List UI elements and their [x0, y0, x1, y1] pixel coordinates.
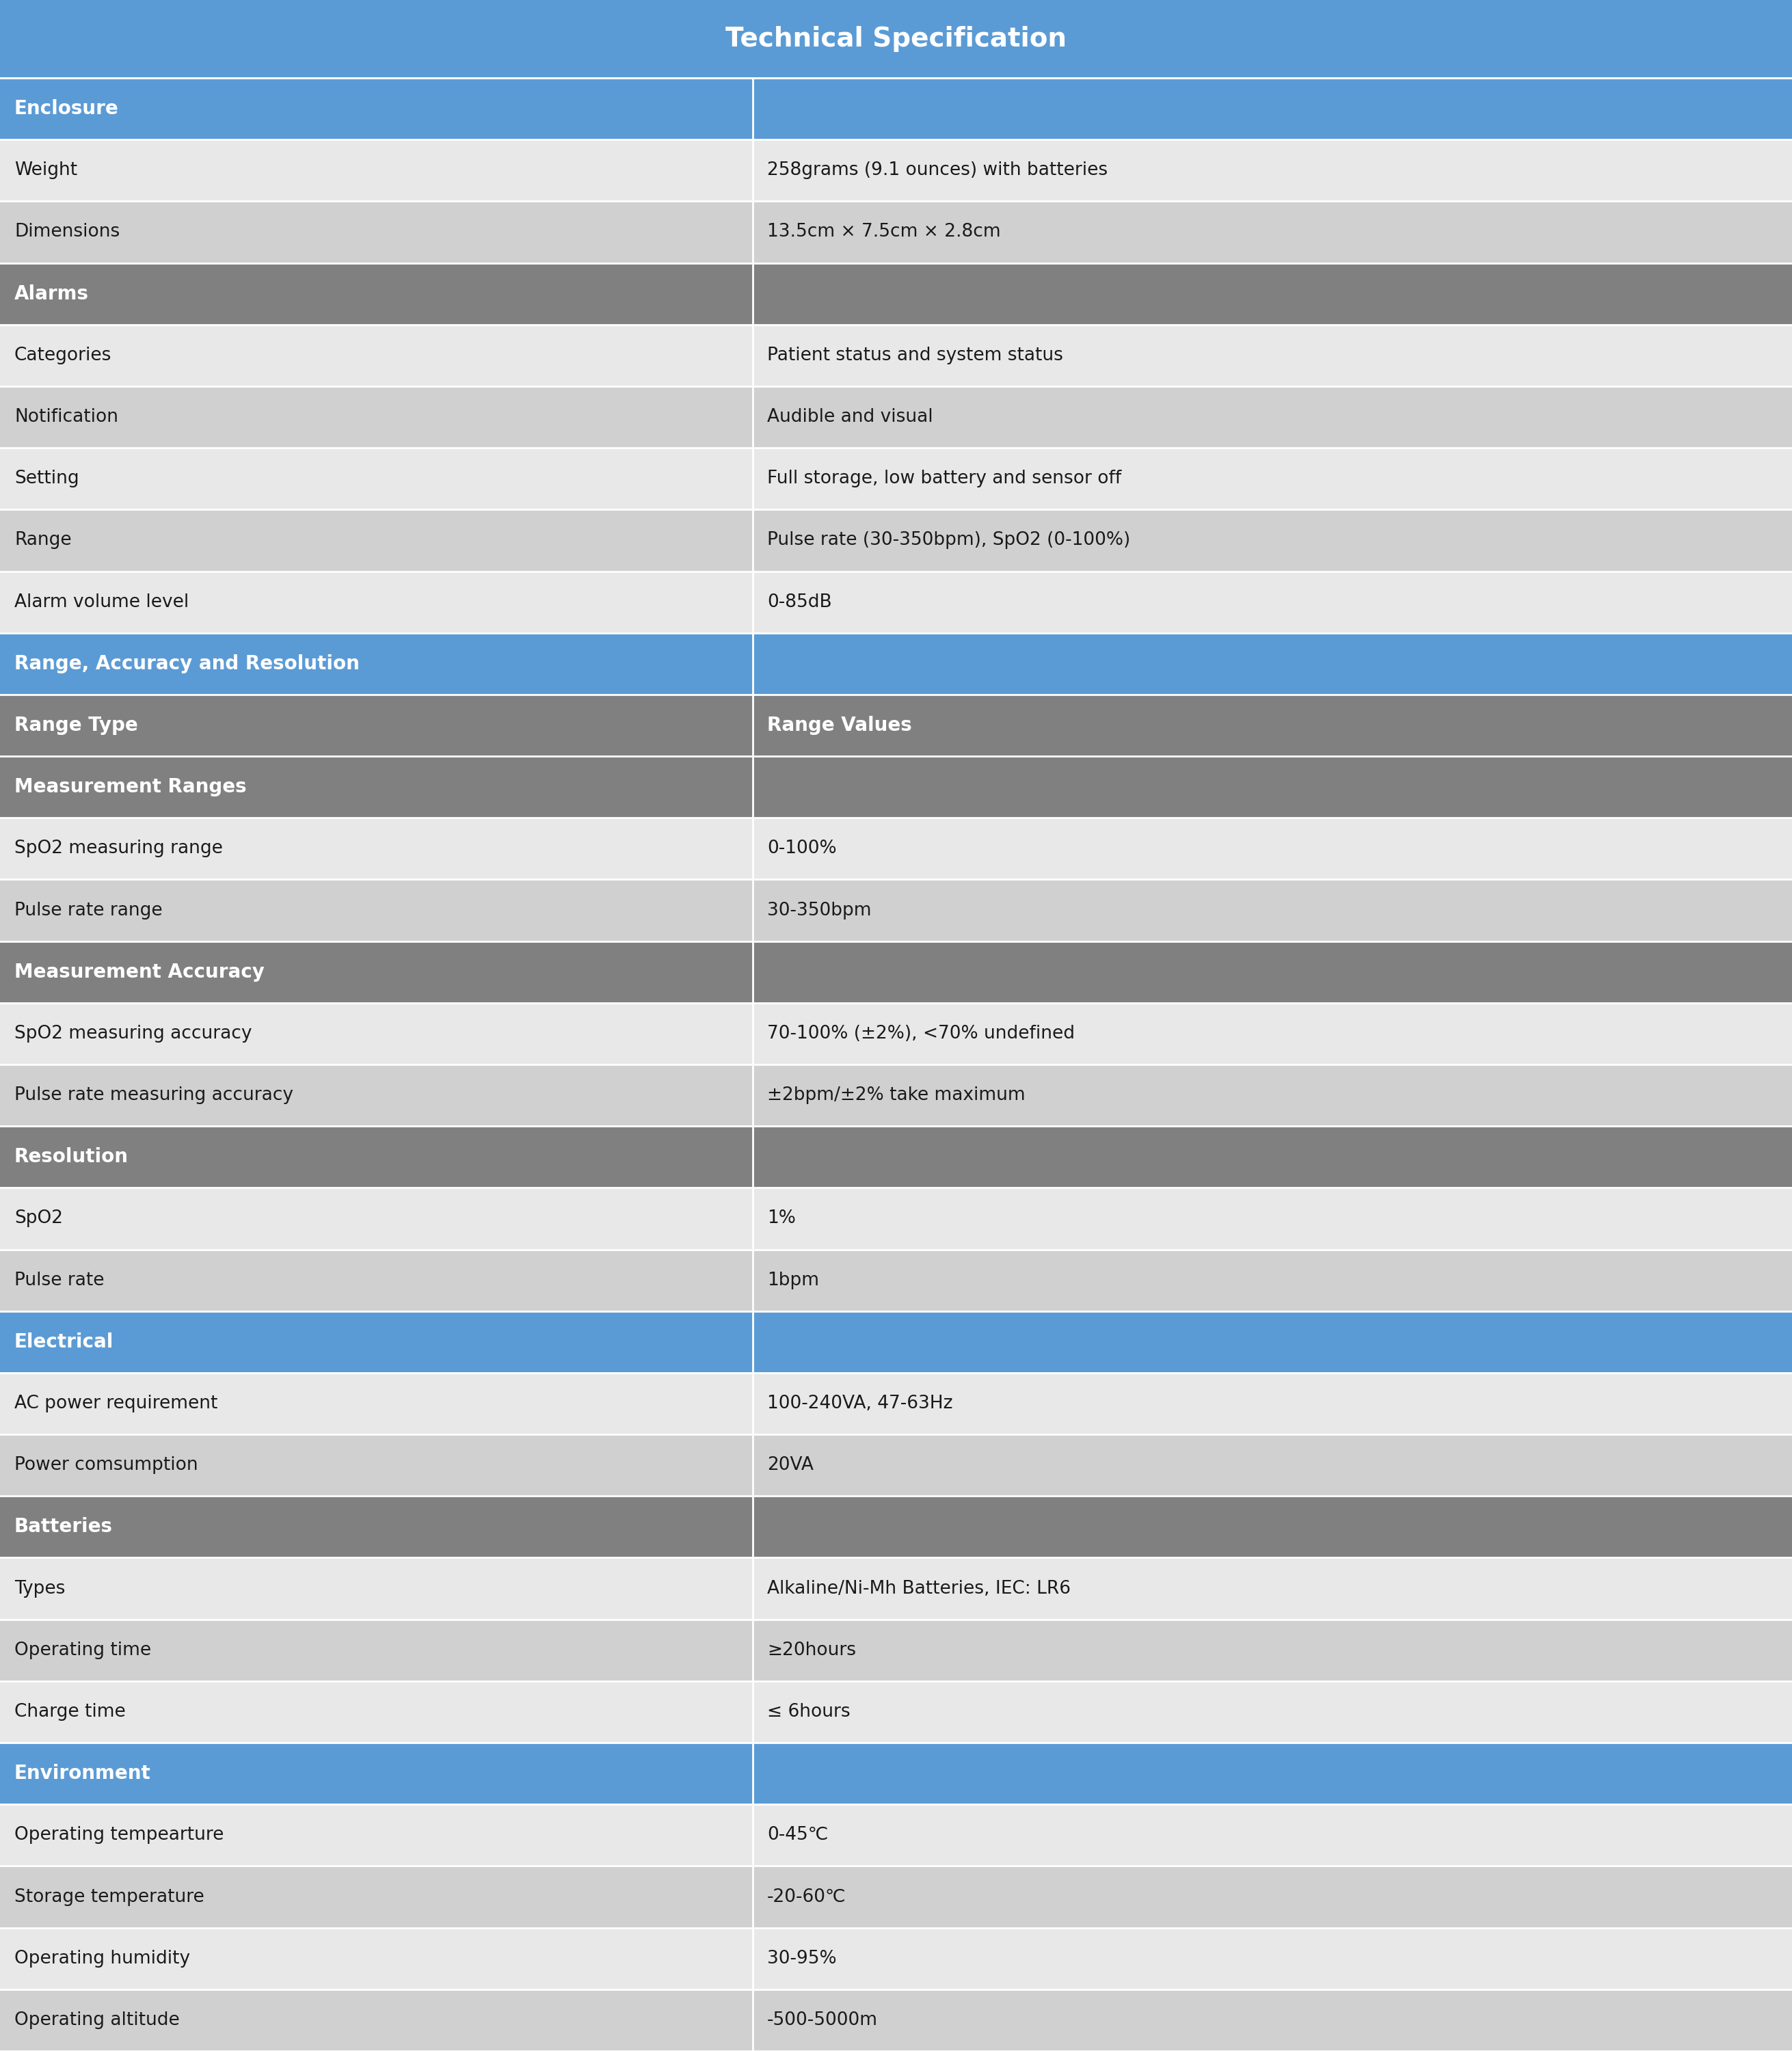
Text: Patient status and system status: Patient status and system status — [767, 347, 1063, 365]
Bar — [0, 509, 1792, 570]
Text: 100-240VA, 47-63Hz: 100-240VA, 47-63Hz — [767, 1395, 953, 1413]
Bar — [0, 1249, 1792, 1311]
Bar — [0, 1311, 1792, 1372]
Bar — [0, 447, 1792, 509]
Text: Pulse rate (30-350bpm), SpO2 (0-100%): Pulse rate (30-350bpm), SpO2 (0-100%) — [767, 531, 1131, 550]
Text: Range Type: Range Type — [14, 716, 138, 734]
Bar — [0, 818, 1792, 880]
Text: Enclosure: Enclosure — [14, 98, 118, 119]
Bar — [0, 757, 1792, 818]
Text: Power comsumption: Power comsumption — [14, 1456, 197, 1475]
Text: Dimensions: Dimensions — [14, 224, 120, 240]
Text: 13.5cm × 7.5cm × 2.8cm: 13.5cm × 7.5cm × 2.8cm — [767, 224, 1000, 240]
Text: Operating time: Operating time — [14, 1641, 151, 1659]
Bar — [0, 1866, 1792, 1928]
Text: Alkaline/Ni-Mh Batteries, IEC: LR6: Alkaline/Ni-Mh Batteries, IEC: LR6 — [767, 1579, 1070, 1598]
Text: Environment: Environment — [14, 1764, 151, 1782]
Text: Notification: Notification — [14, 408, 118, 427]
Text: -20-60℃: -20-60℃ — [767, 1889, 846, 1905]
Bar — [0, 570, 1792, 634]
Text: ≥20hours: ≥20hours — [767, 1641, 857, 1659]
Text: Types: Types — [14, 1579, 65, 1598]
Text: 258grams (9.1 ounces) with batteries: 258grams (9.1 ounces) with batteries — [767, 162, 1107, 178]
Bar — [0, 1372, 1792, 1434]
Text: Range Values: Range Values — [767, 716, 912, 734]
Bar — [0, 1126, 1792, 1188]
Text: ±2bpm/±2% take maximum: ±2bpm/±2% take maximum — [767, 1087, 1025, 1103]
Text: Technical Specification: Technical Specification — [726, 27, 1066, 51]
Bar — [0, 1928, 1792, 1989]
Text: Alarms: Alarms — [14, 285, 90, 304]
Bar — [0, 139, 1792, 201]
Text: Pulse rate: Pulse rate — [14, 1272, 104, 1290]
Bar — [0, 263, 1792, 324]
Text: Operating humidity: Operating humidity — [14, 1951, 190, 1967]
Text: 70-100% (±2%), <70% undefined: 70-100% (±2%), <70% undefined — [767, 1026, 1075, 1042]
Text: 30-350bpm: 30-350bpm — [767, 902, 871, 919]
Bar — [0, 1188, 1792, 1249]
Text: Alarm volume level: Alarm volume level — [14, 593, 188, 611]
Text: 1bpm: 1bpm — [767, 1272, 819, 1290]
Bar — [0, 1989, 1792, 2051]
Text: -500-5000m: -500-5000m — [767, 2012, 878, 2028]
Text: 0-45℃: 0-45℃ — [767, 1825, 828, 1844]
Text: Resolution: Resolution — [14, 1147, 129, 1167]
Bar — [0, 1743, 1792, 1805]
Text: Weight: Weight — [14, 162, 77, 178]
Bar — [0, 1557, 1792, 1620]
Bar — [0, 695, 1792, 757]
Text: Range, Accuracy and Resolution: Range, Accuracy and Resolution — [14, 654, 360, 673]
Text: 0-100%: 0-100% — [767, 839, 837, 857]
Text: 30-95%: 30-95% — [767, 1951, 837, 1967]
Text: SpO2: SpO2 — [14, 1210, 63, 1226]
Text: Pulse rate range: Pulse rate range — [14, 902, 163, 919]
Bar — [0, 1434, 1792, 1495]
Bar — [0, 941, 1792, 1003]
Text: 1%: 1% — [767, 1210, 796, 1226]
Text: Electrical: Electrical — [14, 1333, 113, 1352]
Bar — [0, 1682, 1792, 1743]
Text: ≤ 6hours: ≤ 6hours — [767, 1702, 849, 1721]
Bar — [0, 78, 1792, 139]
Text: 0-85dB: 0-85dB — [767, 593, 831, 611]
Text: Categories: Categories — [14, 347, 111, 365]
Bar — [0, 1003, 1792, 1064]
Bar — [0, 1805, 1792, 1866]
Text: 20VA: 20VA — [767, 1456, 814, 1475]
Text: Full storage, low battery and sensor off: Full storage, low battery and sensor off — [767, 470, 1122, 488]
Text: AC power requirement: AC power requirement — [14, 1395, 217, 1413]
Text: Charge time: Charge time — [14, 1702, 125, 1721]
Text: Batteries: Batteries — [14, 1518, 113, 1536]
Text: SpO2 measuring range: SpO2 measuring range — [14, 839, 222, 857]
Text: Audible and visual: Audible and visual — [767, 408, 934, 427]
Bar — [0, 1620, 1792, 1682]
Bar — [0, 386, 1792, 447]
Text: Range: Range — [14, 531, 72, 550]
Bar — [0, 0, 1792, 78]
Text: Measurement Ranges: Measurement Ranges — [14, 777, 247, 796]
Bar — [0, 201, 1792, 263]
Text: Measurement Accuracy: Measurement Accuracy — [14, 962, 265, 982]
Text: Operating tempearture: Operating tempearture — [14, 1825, 224, 1844]
Text: Storage temperature: Storage temperature — [14, 1889, 204, 1905]
Bar — [0, 634, 1792, 695]
Bar — [0, 324, 1792, 386]
Text: SpO2 measuring accuracy: SpO2 measuring accuracy — [14, 1026, 253, 1042]
Text: Operating altitude: Operating altitude — [14, 2012, 179, 2028]
Bar — [0, 1064, 1792, 1126]
Bar — [0, 880, 1792, 941]
Bar — [0, 1495, 1792, 1557]
Text: Pulse rate measuring accuracy: Pulse rate measuring accuracy — [14, 1087, 294, 1103]
Text: Setting: Setting — [14, 470, 79, 488]
